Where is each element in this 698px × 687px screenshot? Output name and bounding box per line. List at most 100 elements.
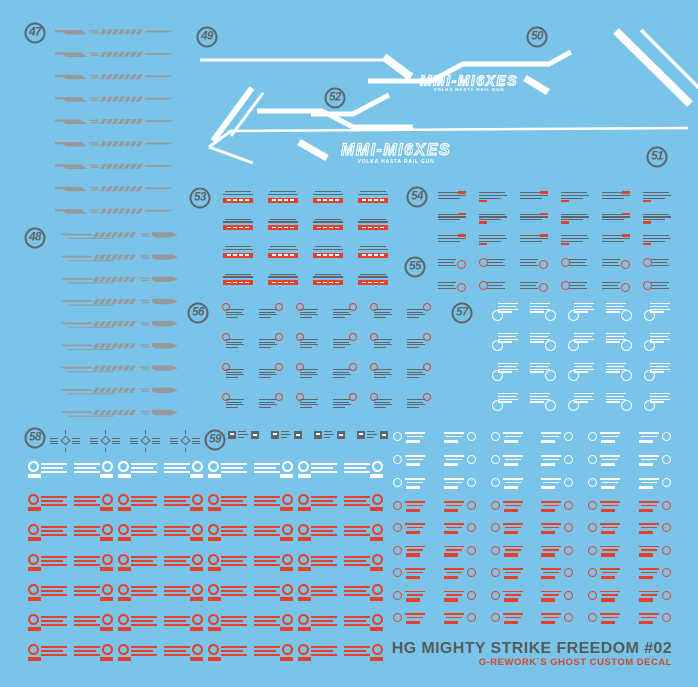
micro-text-line [344, 654, 370, 656]
micro-text-line [443, 478, 464, 480]
micro-text-line [221, 646, 247, 648]
micro-text-line [650, 398, 670, 400]
solid-bar [280, 507, 293, 511]
solid-bar [503, 462, 518, 466]
micro-text-line [445, 526, 462, 529]
micro-text-line [259, 316, 271, 318]
circle-marking [492, 370, 503, 381]
micro-text-line [541, 523, 562, 525]
group-53-decal [222, 245, 254, 262]
group-59-red-rows-decal [207, 524, 249, 541]
circle-marking [208, 554, 219, 565]
circle-marking [192, 461, 203, 472]
group-58-red-rows-decal [27, 614, 69, 631]
micro-text-line [333, 401, 349, 403]
circle-marking [490, 568, 500, 578]
micro-text-line [300, 401, 316, 403]
micro-text-line [602, 504, 619, 506]
micro-text-line [600, 478, 621, 480]
group-50-badge: 50 [526, 26, 548, 48]
micro-text-line [504, 549, 521, 551]
micro-text-line [606, 401, 620, 403]
circle-marking [490, 590, 500, 600]
micro-text-line [561, 235, 587, 237]
solid-bar [601, 598, 616, 602]
bottom-right-red-rows-decal [442, 611, 476, 625]
micro-text-line [74, 530, 96, 532]
micro-text-line [541, 613, 562, 615]
micro-text-line [602, 197, 624, 199]
white-stripe-segment [208, 129, 232, 149]
circle-marking [372, 584, 383, 595]
micro-text-line [569, 282, 587, 284]
bottom-right-white-rows-decal [588, 453, 622, 467]
micro-text-line [259, 339, 277, 341]
micro-text-line [344, 564, 370, 566]
micro-text-line [650, 338, 670, 340]
micro-text-line [651, 261, 667, 264]
group-59-badge: 59 [204, 429, 226, 451]
group-54-decal [561, 191, 589, 203]
group-53-decal [267, 245, 299, 262]
red-dash [540, 234, 548, 237]
micro-text-line [254, 624, 280, 626]
micro-text-line [362, 226, 384, 229]
group-57-badge: 57 [451, 302, 473, 324]
micro-text-line [574, 341, 588, 343]
circle-marking [423, 363, 431, 371]
circle-marking [370, 363, 378, 371]
circle-marking [588, 478, 598, 487]
circle-marking [192, 614, 203, 625]
bottom-right-white-rows-decal [442, 453, 476, 467]
micro-text-line [311, 560, 333, 562]
group-58-white-row-decal [117, 461, 159, 478]
micro-text-line [374, 404, 392, 406]
circle-marking [192, 644, 203, 655]
solid-bar [208, 507, 221, 511]
solid-bar [28, 597, 41, 601]
micro-text-line [639, 613, 659, 615]
group-56-decal [222, 303, 246, 320]
micro-text-line [344, 594, 370, 596]
micro-text-line [41, 594, 67, 596]
micro-text-line [311, 526, 337, 528]
group-58-red-rows-decal [162, 584, 204, 601]
solid-bar [503, 598, 518, 602]
group-57-decal [644, 363, 670, 382]
circle-marking [564, 478, 574, 487]
circle-marking [588, 545, 598, 555]
group-54-decal [479, 213, 507, 225]
micro-text-line [498, 308, 518, 310]
bottom-right-red-rows-decal [539, 521, 574, 535]
mmi-mi6xes-label: MMI-MI6XES VOLKA HASTA RAIL GUN [413, 72, 525, 93]
micro-text-line [152, 438, 160, 440]
circle-marking [298, 524, 309, 535]
micro-text-line [74, 560, 96, 562]
bottom-right-red-rows-decal [539, 544, 574, 558]
micro-text-line [259, 309, 277, 311]
group-57-decal [492, 333, 518, 352]
circle-marking [118, 524, 129, 535]
micro-text-line [74, 620, 96, 622]
micro-text-line [344, 534, 370, 536]
bottom-right-red-rows-decal [490, 544, 525, 558]
micro-text-line [164, 624, 190, 626]
micro-text-line [374, 316, 386, 318]
micro-text-line [221, 620, 243, 622]
circle-marking [192, 554, 203, 565]
micro-text-line [41, 650, 63, 652]
micro-text-line [311, 530, 333, 532]
circle-marking [372, 614, 383, 625]
micro-text-line [487, 287, 505, 289]
micro-text-line [131, 556, 157, 558]
micro-text-line [254, 620, 276, 622]
group-53-decal [357, 218, 389, 235]
micro-text-line [487, 284, 503, 287]
group-57-decal [568, 303, 594, 322]
micro-text-line [311, 646, 337, 648]
micro-text-line [311, 564, 337, 566]
group-58-red-rows-decal [117, 494, 159, 511]
micro-text-line [543, 458, 560, 460]
circle-marking [393, 501, 402, 510]
micro-text-line [438, 240, 460, 242]
